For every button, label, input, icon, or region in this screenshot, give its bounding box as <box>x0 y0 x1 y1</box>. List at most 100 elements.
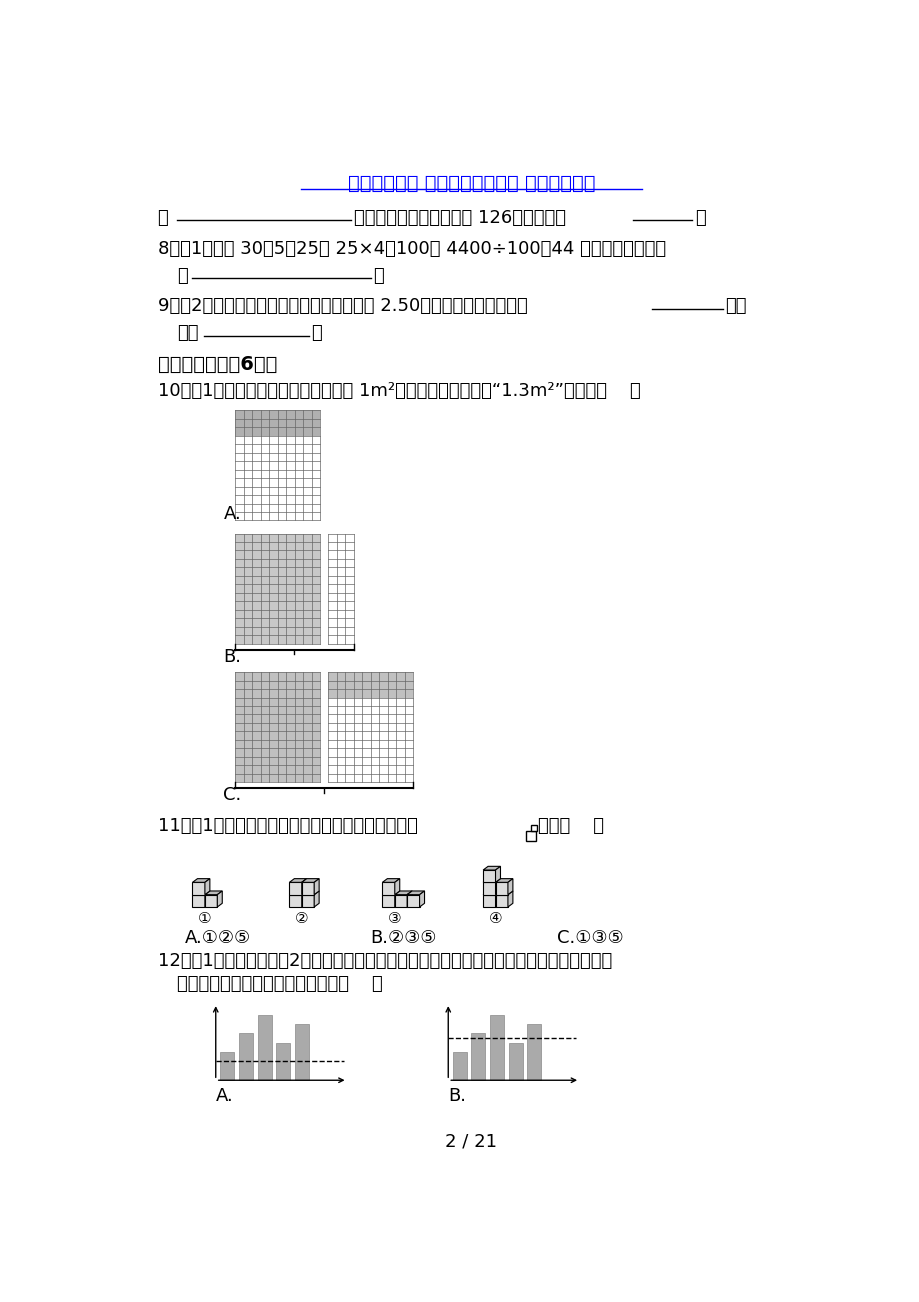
Bar <box>404 689 413 698</box>
Bar <box>239 1034 253 1081</box>
Polygon shape <box>482 879 500 883</box>
Text: 9．（2分）一个三位小数精确到百分位后是 2.50，这个三位小数最大是: 9．（2分）一个三位小数精确到百分位后是 2.50，这个三位小数最大是 <box>157 297 527 315</box>
Bar <box>388 672 396 681</box>
Polygon shape <box>289 879 306 883</box>
Bar <box>286 427 294 436</box>
Text: 。: 。 <box>694 208 705 227</box>
Bar <box>312 419 320 427</box>
Bar <box>370 689 379 698</box>
Text: B.②③⑤: B.②③⑤ <box>370 928 437 947</box>
Bar <box>278 427 286 436</box>
Bar <box>312 427 320 436</box>
Polygon shape <box>301 891 319 894</box>
Polygon shape <box>495 883 507 894</box>
Polygon shape <box>289 883 301 894</box>
Polygon shape <box>394 879 399 894</box>
Text: ．: ． <box>373 267 383 285</box>
Bar <box>252 410 260 419</box>
Bar <box>353 681 362 689</box>
Polygon shape <box>192 891 210 894</box>
Bar <box>379 672 388 681</box>
Bar <box>235 410 244 419</box>
Bar <box>362 672 370 681</box>
Bar <box>278 410 286 419</box>
Bar <box>294 419 303 427</box>
Polygon shape <box>301 883 313 894</box>
Bar <box>362 689 370 698</box>
Bar <box>252 427 260 436</box>
Bar <box>328 681 336 689</box>
Polygon shape <box>482 883 495 894</box>
Bar <box>345 681 353 689</box>
Polygon shape <box>419 891 424 907</box>
Polygon shape <box>301 891 306 907</box>
Bar <box>252 419 260 427</box>
Bar <box>370 672 379 681</box>
Bar <box>312 410 320 419</box>
Bar <box>353 689 362 698</box>
Polygon shape <box>382 883 394 894</box>
Polygon shape <box>192 894 205 907</box>
Polygon shape <box>394 891 412 894</box>
Bar <box>260 410 269 419</box>
Bar <box>286 410 294 419</box>
Text: ③: ③ <box>388 911 402 926</box>
Bar <box>328 689 336 698</box>
Polygon shape <box>382 879 399 883</box>
Bar <box>269 427 278 436</box>
Text: 2 / 21: 2 / 21 <box>445 1133 497 1151</box>
Polygon shape <box>507 879 512 894</box>
Polygon shape <box>407 891 412 907</box>
Text: 这个小组一分钟跳绳平均个数的是（    ）: 这个小组一分钟跳绳平均个数的是（ ） <box>176 975 382 993</box>
Polygon shape <box>507 891 512 907</box>
Polygon shape <box>495 894 507 907</box>
Polygon shape <box>394 891 399 907</box>
Bar <box>244 410 252 419</box>
Bar <box>388 681 396 689</box>
Bar <box>362 681 370 689</box>
Bar <box>235 672 320 783</box>
Bar <box>525 831 535 841</box>
Text: 。: 。 <box>311 324 322 342</box>
Bar <box>221 1052 234 1081</box>
Text: 的有（    ）: 的有（ ） <box>538 818 604 835</box>
Polygon shape <box>495 879 512 883</box>
Text: ②: ② <box>295 911 308 926</box>
Polygon shape <box>205 891 222 894</box>
Text: 小是: 小是 <box>176 324 199 342</box>
Polygon shape <box>495 879 500 894</box>
Text: 》》》》》》 历年考试真题汇总 《《《《《《: 》》》》》》 历年考试真题汇总 《《《《《《 <box>347 173 595 193</box>
Polygon shape <box>192 879 210 883</box>
Bar <box>257 1014 271 1081</box>
Bar <box>244 427 252 436</box>
Bar <box>328 672 336 681</box>
Polygon shape <box>495 891 500 907</box>
Polygon shape <box>382 891 399 894</box>
Bar <box>471 1034 485 1081</box>
Polygon shape <box>407 894 419 907</box>
Text: 是: 是 <box>176 267 187 285</box>
Polygon shape <box>301 879 306 894</box>
Polygon shape <box>205 879 210 894</box>
Text: B.: B. <box>448 1087 466 1104</box>
Bar <box>345 672 353 681</box>
Bar <box>508 1043 522 1081</box>
Bar <box>235 534 320 643</box>
Bar <box>294 1025 309 1081</box>
Bar <box>276 1043 289 1081</box>
Bar <box>396 672 404 681</box>
Bar <box>294 427 303 436</box>
Bar <box>404 681 413 689</box>
Text: A.: A. <box>216 1087 233 1104</box>
Polygon shape <box>313 891 319 907</box>
Text: A.①②⑤: A.①②⑤ <box>185 928 251 947</box>
Polygon shape <box>495 866 500 883</box>
Bar <box>530 824 537 831</box>
Polygon shape <box>313 879 319 894</box>
Bar <box>294 410 303 419</box>
Bar <box>244 419 252 427</box>
Text: ④: ④ <box>488 911 502 926</box>
Bar <box>303 410 312 419</box>
Polygon shape <box>205 891 210 907</box>
Text: 10．（1分）如果用一个大正方形代表 1m²，那么阴影部分表示“1.3m²”的图是（    ）: 10．（1分）如果用一个大正方形代表 1m²，那么阴影部分表示“1.3m²”的图… <box>157 381 640 400</box>
